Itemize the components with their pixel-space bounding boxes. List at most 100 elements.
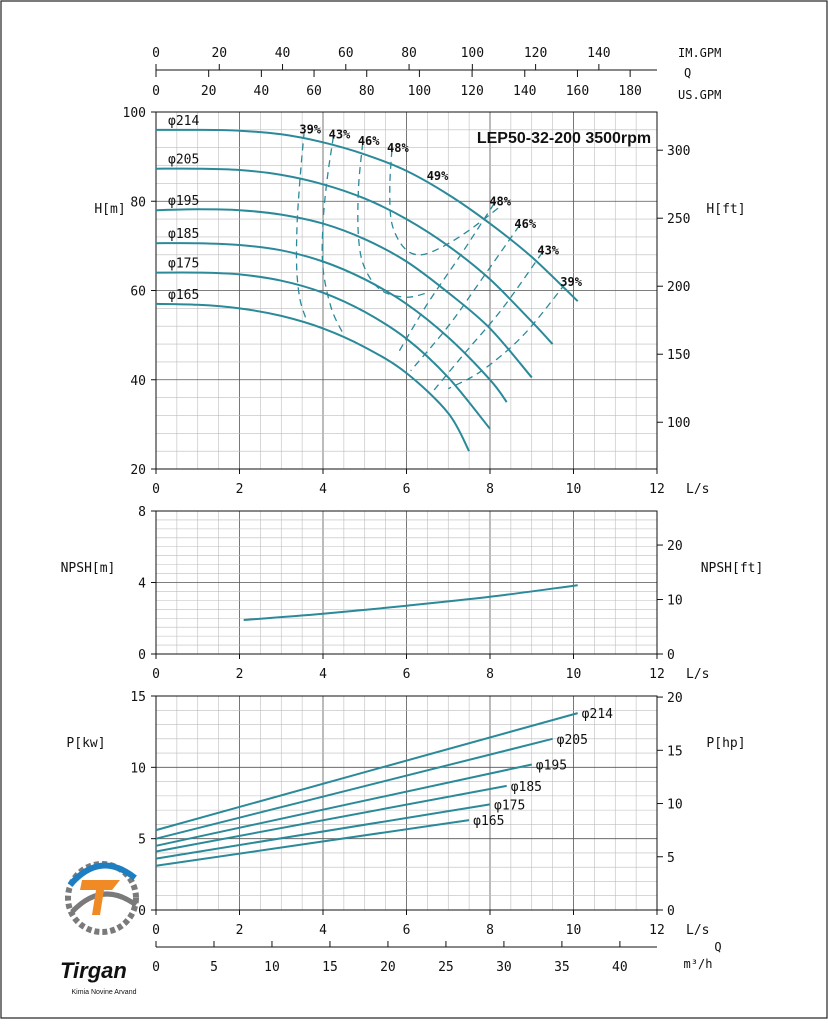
m3h-tick-label: 35	[554, 960, 570, 975]
efficiency-line	[321, 136, 345, 336]
x-tick-label: 0	[152, 667, 160, 682]
y-tick-label: 40	[130, 374, 146, 389]
q-label: Q	[684, 66, 691, 80]
us-gpm-tick-label: 80	[359, 84, 375, 99]
power-curve	[155, 712, 578, 832]
x-axis-unit: L/s	[686, 482, 709, 497]
q-bottom-label: Q	[714, 940, 721, 954]
us-gpm-tick-label: 0	[152, 84, 160, 99]
power-curve-label: φ175	[494, 798, 525, 813]
power-curve	[155, 737, 553, 840]
im-gpm-tick-label: 100	[461, 46, 484, 61]
m3h-tick-label: 15	[322, 960, 338, 975]
us-gpm-tick-label: 100	[408, 84, 431, 99]
im-gpm-tick-label: 40	[275, 46, 291, 61]
y-tick-label: 20	[130, 463, 146, 478]
efficiency-line	[357, 143, 428, 298]
y-right-tick-label: 100	[667, 416, 690, 431]
x-tick-label: 0	[152, 923, 160, 938]
y-tick-label: 4	[138, 577, 146, 592]
efficiency-line	[295, 131, 307, 320]
y-right-tick-label: 20	[667, 539, 683, 554]
power-curve-label: φ195	[536, 758, 567, 773]
x-tick-label: 6	[403, 923, 411, 938]
power-curve-label: φ205	[557, 733, 588, 748]
im-gpm-tick-label: 140	[587, 46, 610, 61]
us-gpm-tick-label: 40	[254, 84, 270, 99]
x-tick-label: 8	[486, 923, 494, 938]
us-gpm-tick-label: 60	[306, 84, 322, 99]
us-gpm-tick-label: 180	[618, 84, 641, 99]
y-right-tick-label: 0	[667, 904, 675, 919]
head-curve	[155, 242, 508, 403]
y-right-axis-label: NPSH[ft]	[701, 561, 764, 576]
power-curve-label: φ165	[473, 814, 504, 829]
logo-t-mark	[80, 880, 120, 915]
y-right-tick-label: 10	[667, 798, 683, 813]
x-tick-label: 2	[236, 667, 244, 682]
x-tick-label: 4	[319, 667, 327, 682]
y-tick-label: 15	[130, 690, 146, 705]
power-curve	[155, 819, 470, 867]
m3h-tick-label: 40	[612, 960, 628, 975]
head-curve-label: φ214	[168, 114, 199, 129]
x-tick-label: 12	[649, 667, 665, 682]
y-right-tick-label: 300	[667, 144, 690, 159]
us-gpm-tick-label: 120	[460, 84, 483, 99]
m3h-label: m³/h	[684, 957, 713, 971]
y-right-tick-label: 10	[667, 594, 683, 609]
im-gpm-tick-label: 120	[524, 46, 547, 61]
us-gpm-label: US.GPM	[678, 88, 721, 102]
efficiency-label: 49%	[427, 169, 449, 183]
efficiency-line	[410, 225, 520, 372]
tirgan-logo: Tirgan Kimia Novine Arvand	[60, 861, 139, 996]
efficiency-line	[431, 252, 543, 394]
head-curve-label: φ175	[168, 257, 199, 272]
m3h-tick-label: 0	[152, 960, 160, 975]
x-axis-unit: L/s	[686, 923, 709, 938]
x-tick-label: 6	[403, 482, 411, 497]
power-curve	[155, 784, 507, 853]
x-tick-label: 10	[566, 923, 582, 938]
power-curve-label: φ214	[582, 707, 613, 722]
y-axis-label: NPSH[m]	[61, 561, 116, 576]
y-tick-label: 10	[130, 761, 146, 776]
y-tick-label: 0	[138, 648, 146, 663]
x-tick-label: 10	[566, 482, 582, 497]
efficiency-label: 46%	[514, 217, 536, 231]
m3h-tick-label: 30	[496, 960, 512, 975]
efficiency-label: 48%	[489, 194, 511, 208]
x-tick-label: 0	[152, 482, 160, 497]
efficiency-label: 43%	[537, 244, 559, 258]
power-curve	[155, 763, 533, 847]
efficiency-label: 39%	[299, 123, 321, 137]
efficiency-label: 48%	[387, 141, 409, 155]
x-tick-label: 4	[319, 482, 327, 497]
m3h-tick-label: 5	[210, 960, 218, 975]
head-curve-label: φ195	[168, 194, 199, 209]
m3h-tick-label: 20	[380, 960, 396, 975]
us-gpm-tick-label: 140	[513, 84, 536, 99]
head-curve	[155, 302, 470, 452]
y-right-axis-label: H[ft]	[706, 202, 745, 217]
efficiency-line	[447, 283, 566, 390]
m3h-tick-label: 10	[264, 960, 280, 975]
y-tick-label: 80	[130, 195, 146, 210]
im-gpm-tick-label: 60	[338, 46, 354, 61]
x-axis-unit: L/s	[686, 667, 709, 682]
us-gpm-tick-label: 20	[201, 84, 217, 99]
y-right-tick-label: 0	[667, 648, 675, 663]
power-curve-label: φ185	[511, 780, 542, 795]
y-tick-label: 8	[138, 505, 146, 520]
efficiency-label: 39%	[560, 275, 582, 289]
x-tick-label: 8	[486, 482, 494, 497]
y-right-tick-label: 200	[667, 280, 690, 295]
chart-title: LEP50-32-200 3500rpm	[477, 130, 651, 147]
head-curve-label: φ165	[168, 288, 199, 303]
y-tick-label: 5	[138, 833, 146, 848]
y-axis-label: H[m]	[94, 202, 125, 217]
y-tick-label: 0	[138, 904, 146, 919]
y-right-tick-label: 250	[667, 212, 690, 227]
